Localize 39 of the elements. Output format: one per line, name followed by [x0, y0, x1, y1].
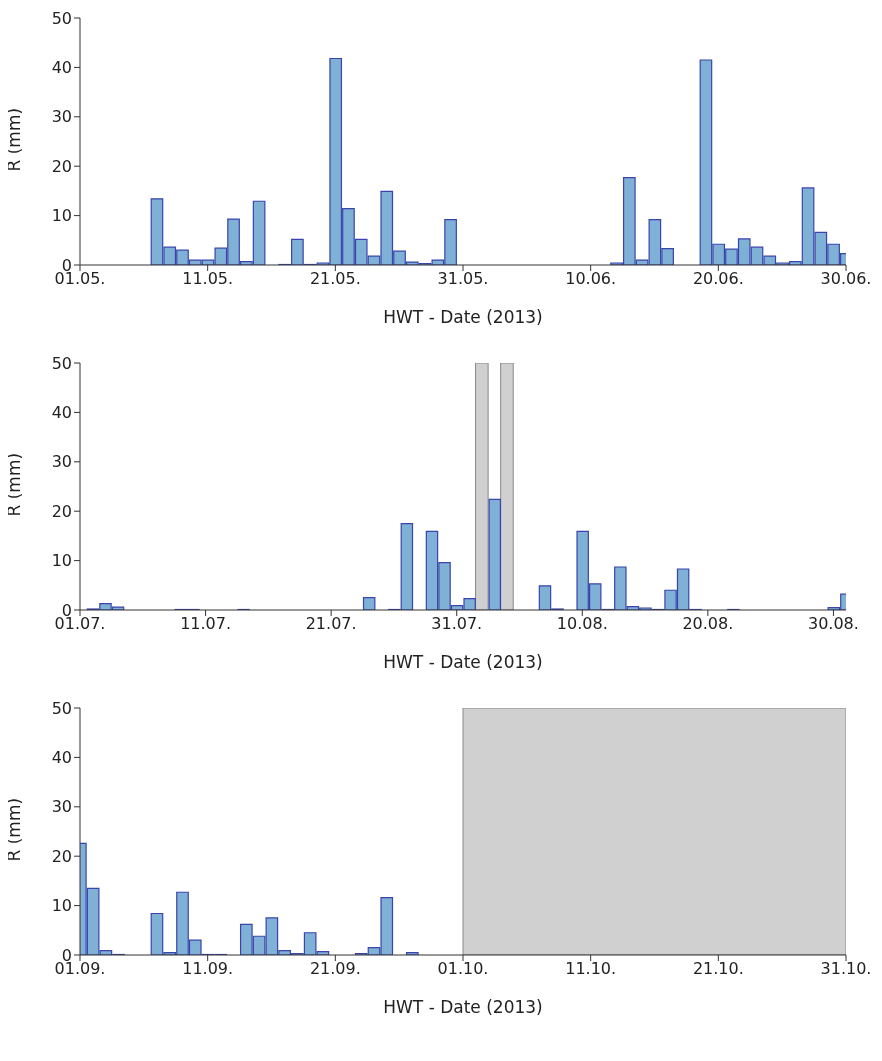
y-tick-label: 40: [51, 58, 72, 78]
x-tick-label: 20.06.: [692, 269, 744, 289]
x-axis-title: HWT - Date (2013): [383, 652, 543, 672]
y-tick-label: 30: [51, 797, 72, 817]
y-tick-label: 50: [51, 8, 72, 28]
y-tick-label: 30: [51, 452, 72, 472]
y-tick-label: 10: [51, 551, 72, 571]
x-tick-label: 11.10.: [565, 959, 617, 979]
y-tick-label: 30: [51, 107, 72, 127]
y-axis-title: R (mm): [4, 452, 25, 517]
x-tick-label: 30.06.: [820, 269, 872, 289]
x-tick-label: 10.08.: [556, 614, 608, 634]
y-tick-label: 20: [51, 156, 72, 176]
x-tick-label: 01.10.: [437, 959, 489, 979]
x-tick-label: 21.05.: [309, 269, 361, 289]
x-tick-label: 31.10.: [820, 959, 872, 979]
y-tick-label: 10: [51, 206, 72, 226]
y-tick-label: 50: [51, 353, 72, 373]
y-tick-label: 10: [51, 896, 72, 916]
x-tick-label: 11.07.: [180, 614, 232, 634]
x-tick-label: 11.05.: [182, 269, 234, 289]
x-tick-label: 21.10.: [692, 959, 744, 979]
x-tick-label: 31.07.: [431, 614, 483, 634]
y-axis-title: R (mm): [4, 107, 25, 172]
y-tick-label: 20: [51, 846, 72, 866]
x-tick-label: 21.07.: [305, 614, 357, 634]
x-tick-label: 10.06.: [565, 269, 617, 289]
x-tick-label: 21.09.: [309, 959, 361, 979]
y-tick-label: 50: [51, 698, 72, 718]
x-tick-label: 20.08.: [682, 614, 734, 634]
y-tick-label: 20: [51, 501, 72, 521]
y-tick-label: 40: [51, 403, 72, 423]
y-axis-title: R (mm): [4, 797, 25, 862]
x-tick-label: 30.08.: [808, 614, 859, 634]
x-tick-label: 11.09.: [182, 959, 234, 979]
x-tick-label: 31.05.: [437, 269, 489, 289]
x-axis-title: HWT - Date (2013): [383, 307, 543, 327]
x-axis-title: HWT - Date (2013): [383, 997, 543, 1017]
y-tick-label: 40: [51, 748, 72, 768]
